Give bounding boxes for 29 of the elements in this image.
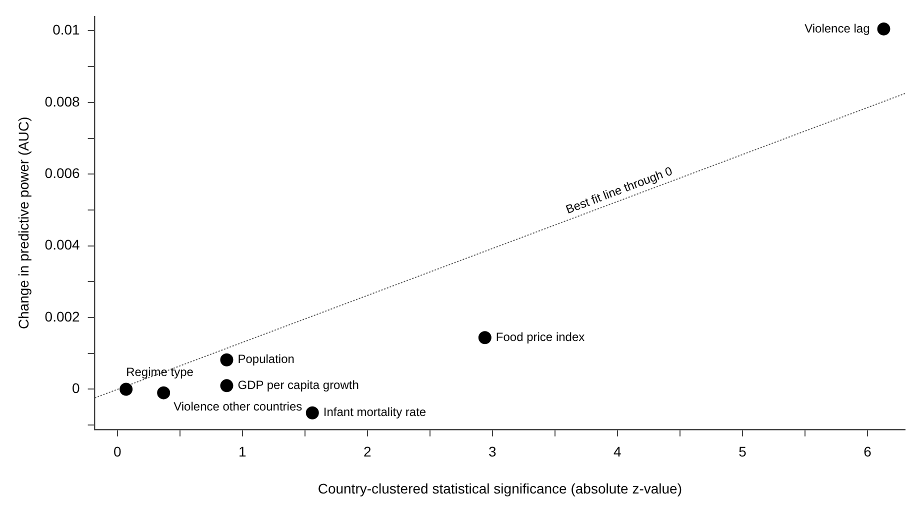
y-tick-label: 0.002 (44, 308, 80, 324)
y-tick-label: 0.008 (44, 93, 80, 110)
x-axis-title: Country-clustered statistical significance (absolute z-value) (318, 480, 682, 496)
x-tick-label: 1 (238, 444, 246, 460)
point (120, 382, 133, 396)
annotation: Food price index (496, 330, 585, 344)
x-tick-label: 2 (363, 444, 372, 460)
point (478, 331, 492, 344)
annotation: GDP per capita growth (238, 378, 359, 392)
x-tick-label: 0 (113, 444, 122, 460)
point (220, 353, 234, 366)
annotation: Infant mortality rate (323, 405, 426, 420)
point (220, 379, 234, 392)
y-axis-title: Change in predictive power (AUC) (15, 116, 32, 330)
x-tick-label: 3 (488, 444, 497, 460)
point (157, 386, 170, 400)
annotation: Violence lag (804, 21, 870, 36)
y-tick-label: 0 (72, 380, 80, 396)
y-tick-label: 0.006 (44, 165, 80, 181)
x-tick-label: 4 (614, 444, 622, 460)
point (306, 406, 319, 420)
x-tick-label: 5 (738, 444, 747, 460)
x-tick-label: 6 (864, 444, 872, 460)
y-tick-label: 0.004 (44, 236, 80, 253)
y-tick-label: 0.01 (52, 22, 80, 38)
point (877, 22, 890, 36)
annotation: Regime type (126, 365, 194, 380)
annotation: Violence other countries (174, 400, 302, 414)
annotation: Population (238, 352, 294, 366)
